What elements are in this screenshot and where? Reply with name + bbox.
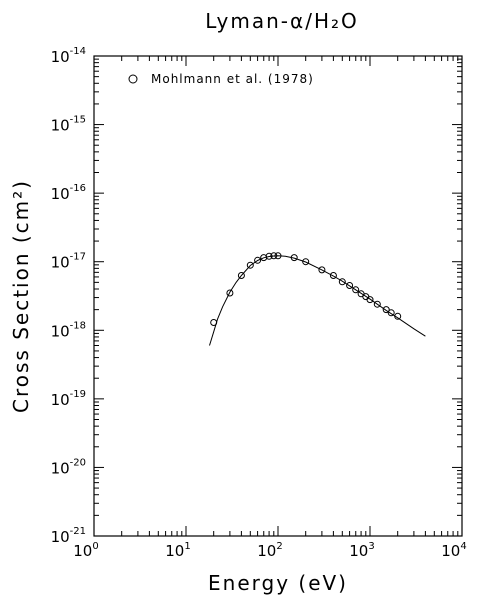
y-tick-label: 10-16 bbox=[51, 183, 86, 203]
data-point bbox=[387, 309, 395, 317]
y-axis-label: Cross Section (cm²) bbox=[9, 179, 33, 413]
ticks bbox=[93, 55, 463, 537]
data-point bbox=[382, 306, 390, 314]
chart-title: Lyman-α/H₂O bbox=[205, 9, 359, 33]
legend-label: Mohlmann et al. (1978) bbox=[151, 72, 314, 86]
data-point bbox=[254, 256, 262, 264]
y-tick-label: 10-21 bbox=[51, 526, 86, 546]
y-tick-label: 10-17 bbox=[51, 252, 86, 272]
data-point bbox=[270, 252, 278, 260]
data-point bbox=[394, 312, 402, 320]
data-point bbox=[237, 272, 245, 279]
data-point bbox=[338, 278, 346, 286]
legend: Mohlmann et al. (1978) bbox=[128, 72, 314, 86]
plot-frame bbox=[93, 55, 463, 537]
data-point bbox=[318, 266, 326, 274]
data-markers bbox=[210, 252, 402, 326]
data-point bbox=[302, 258, 310, 266]
data-point bbox=[373, 300, 381, 308]
x-tick-label: 100 bbox=[73, 541, 98, 560]
x-axis-label: Energy (eV) bbox=[208, 571, 348, 595]
x-tick-label: 103 bbox=[349, 541, 374, 560]
data-point bbox=[210, 319, 218, 326]
y-tick-label: 10-15 bbox=[51, 115, 86, 135]
data-point bbox=[265, 252, 273, 260]
data-point bbox=[226, 289, 234, 297]
tick-labels: 100 101 102 103 104 10-21 10-20 10-19 10-18 10-17… bbox=[51, 46, 467, 560]
data-point bbox=[346, 282, 354, 289]
y-tick-label: 10-14 bbox=[51, 46, 86, 66]
data-point bbox=[352, 286, 360, 294]
legend-marker-icon bbox=[128, 74, 138, 84]
data-point bbox=[290, 254, 298, 262]
y-tick-label: 10-20 bbox=[51, 457, 86, 477]
y-tick-label: 10-19 bbox=[51, 389, 86, 409]
x-tick-label: 101 bbox=[165, 541, 190, 560]
data-point bbox=[329, 272, 337, 279]
x-tick-label: 104 bbox=[441, 541, 466, 560]
x-tick-label: 102 bbox=[257, 541, 282, 560]
data-point bbox=[366, 296, 374, 304]
fit-curve bbox=[209, 255, 426, 346]
y-tick-label: 10-18 bbox=[51, 320, 86, 340]
data-point bbox=[274, 252, 282, 260]
data-point bbox=[246, 261, 254, 269]
